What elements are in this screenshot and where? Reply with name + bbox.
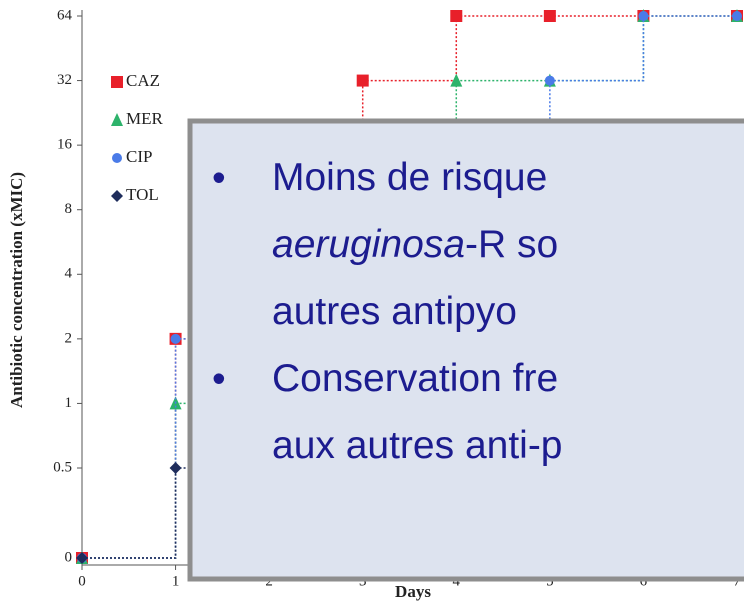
legend-label: MER <box>126 109 164 128</box>
y-tick-label: 0.5 <box>53 459 72 475</box>
text-box: • Moins de risque aeruginosa-R so autres an… <box>187 118 744 582</box>
marker <box>638 11 649 21</box>
legend-label: TOL <box>126 185 159 204</box>
text-line: Conservation fre <box>272 357 558 400</box>
text-line: Moins de risque <box>272 156 547 199</box>
marker <box>543 10 556 22</box>
legend-marker <box>111 76 123 88</box>
text: Moins de risque <box>272 156 547 199</box>
y-tick-label: 64 <box>57 7 73 23</box>
legend-marker <box>111 190 123 202</box>
y-tick-label: 32 <box>57 72 72 88</box>
marker <box>170 333 181 344</box>
italic-text: aeruginosa <box>272 223 465 266</box>
step-line <box>82 338 177 559</box>
y-axis-label: Antibiotic concentration (xMIC) <box>7 172 26 408</box>
text-line: aux autres anti-p <box>272 424 563 467</box>
x-tick-label: 1 <box>172 573 180 589</box>
step-line <box>82 403 177 559</box>
step-line <box>549 16 645 82</box>
text-line: autres antipyo <box>272 290 517 333</box>
bullet: • <box>212 357 226 400</box>
marker <box>450 10 463 22</box>
y-tick-label: 0 <box>65 549 73 565</box>
marker <box>450 73 463 87</box>
legend-label: CAZ <box>126 71 160 90</box>
marker <box>76 552 88 564</box>
x-tick-label: 0 <box>78 573 86 589</box>
text: Conservation fre <box>272 357 558 400</box>
step-line <box>82 468 177 559</box>
bullet: • <box>212 156 226 199</box>
text-line: aeruginosa-R so <box>272 223 558 266</box>
step-line <box>549 16 645 82</box>
x-axis-label: Days <box>395 582 431 601</box>
legend: CAZ MER CIP TOL <box>111 71 164 204</box>
marker <box>169 462 182 474</box>
step-line <box>82 338 177 559</box>
y-tick-label: 8 <box>65 201 73 217</box>
legend-label: CIP <box>126 147 152 166</box>
step-line <box>362 16 458 82</box>
y-tick-label: 4 <box>65 266 73 282</box>
marker <box>356 74 369 87</box>
y-tick-label: 16 <box>57 137 73 153</box>
legend-marker <box>112 153 122 163</box>
text: -R so <box>465 223 558 266</box>
marker <box>732 11 742 21</box>
y-tick-label: 1 <box>65 395 73 411</box>
text: autres antipyo <box>272 290 517 333</box>
legend-marker <box>111 113 123 126</box>
text-box-frame <box>187 118 744 582</box>
marker <box>544 75 555 86</box>
y-tick-label: 2 <box>65 330 73 346</box>
text: aux autres anti-p <box>272 424 563 467</box>
